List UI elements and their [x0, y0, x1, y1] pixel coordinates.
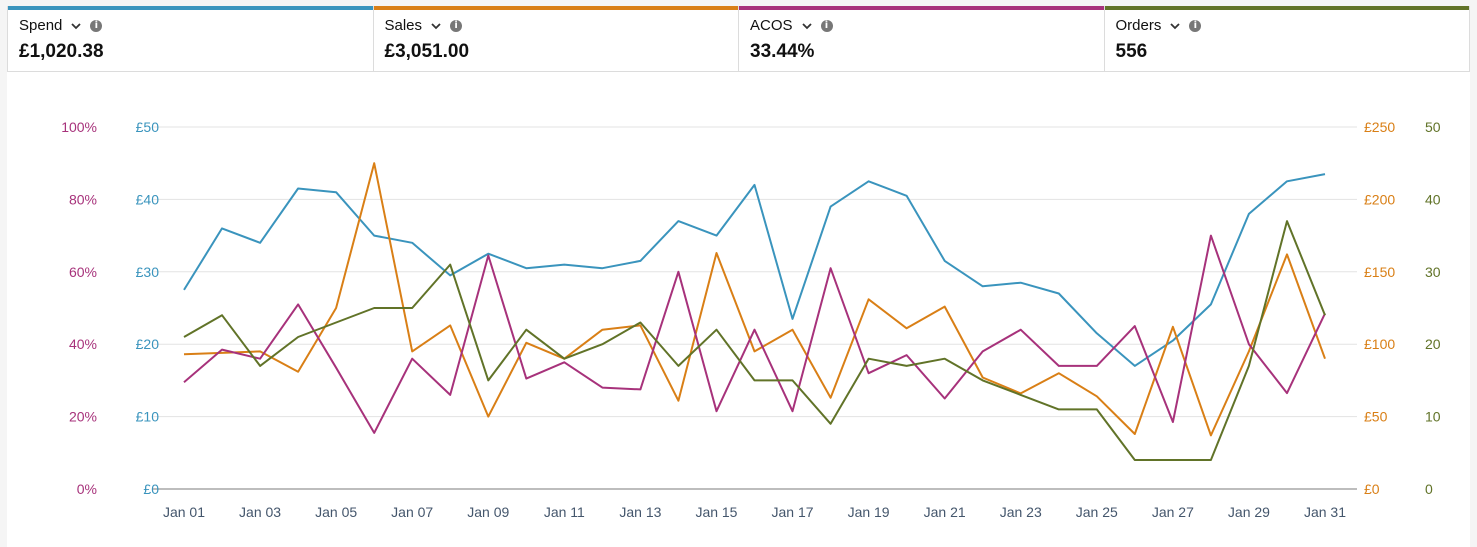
- y-tick-label-spend: £40: [136, 191, 160, 207]
- series-line-sales: [183, 162, 1326, 437]
- y-tick-label-orders: 40: [1425, 191, 1441, 207]
- x-tick-label: Jan 13: [619, 504, 661, 520]
- line-chart: 0% 20% 40% 60% 80% 100% £0 £10 £20 £30 £40 £50 £0 £50…: [61, 119, 1441, 520]
- y-tick-label-acos: 40%: [69, 336, 97, 352]
- y-tick-label-orders: 0: [1425, 481, 1433, 497]
- x-tick-label: Jan 15: [695, 504, 737, 520]
- metric-tile-orders[interactable]: Orders i 556: [1103, 6, 1470, 72]
- metric-color-bar: [1104, 6, 1469, 10]
- metric-name: Sales: [384, 17, 423, 34]
- y-tick-label-orders: 30: [1425, 264, 1441, 280]
- y-tick-label-spend: £10: [136, 409, 160, 425]
- y-tick-label-acos: 0%: [77, 481, 97, 497]
- y-tick-label-spend: £30: [136, 264, 160, 280]
- metric-name: Spend: [19, 17, 63, 34]
- y-tick-label-spend: £0: [143, 481, 159, 497]
- metric-color-bar: [8, 6, 373, 10]
- chevron-down-icon[interactable]: [1169, 20, 1181, 32]
- y-tick-label-acos: 20%: [69, 409, 97, 425]
- metric-color-bar: [373, 6, 738, 10]
- x-tick-label: Jan 19: [848, 504, 890, 520]
- x-tick-label: Jan 29: [1228, 504, 1270, 520]
- metric-tiles: Spend i £1,020.38 Sales i £3,051.00 ACOS…: [7, 6, 1470, 72]
- metric-name: Orders: [1115, 17, 1162, 34]
- x-tick-label: Jan 11: [544, 504, 585, 520]
- chevron-down-icon[interactable]: [70, 20, 82, 32]
- info-icon[interactable]: i: [90, 19, 103, 32]
- y-tick-label-acos: 80%: [69, 191, 97, 207]
- y-tick-label-orders: 50: [1425, 119, 1441, 135]
- y-tick-label-sales: £50: [1364, 409, 1388, 425]
- y-tick-label-sales: £200: [1364, 191, 1395, 207]
- series-line-acos: [183, 234, 1326, 434]
- x-tick-label: Jan 05: [315, 504, 357, 520]
- y-tick-label-orders: 20: [1425, 336, 1441, 352]
- metric-value: 556: [1115, 41, 1148, 62]
- y-tick-label-sales: £0: [1364, 481, 1380, 497]
- y-tick-label-acos: 100%: [61, 119, 97, 135]
- series-line-orders: [183, 220, 1326, 461]
- x-tick-label: Jan 07: [391, 504, 433, 520]
- metric-tile-acos[interactable]: ACOS i 33.44%: [738, 6, 1104, 72]
- x-tick-label: Jan 21: [924, 504, 966, 520]
- metric-value: 33.44%: [750, 41, 815, 62]
- x-tick-label: Jan 27: [1152, 504, 1194, 520]
- y-tick-label-sales: £100: [1364, 336, 1395, 352]
- series-line-spend: [183, 173, 1326, 367]
- info-icon[interactable]: i: [450, 19, 463, 32]
- y-tick-label-sales: £250: [1364, 119, 1395, 135]
- metric-color-bar: [739, 6, 1104, 10]
- x-tick-label: Jan 23: [1000, 504, 1042, 520]
- metric-name: ACOS: [750, 17, 793, 34]
- y-tick-label-acos: 60%: [69, 264, 97, 280]
- x-tick-label: Jan 03: [239, 504, 281, 520]
- x-tick-label: Jan 31: [1304, 504, 1346, 520]
- y-tick-label-orders: 10: [1425, 409, 1441, 425]
- metric-tile-spend[interactable]: Spend i £1,020.38: [7, 6, 373, 72]
- x-tick-label: Jan 25: [1076, 504, 1118, 520]
- y-tick-label-spend: £20: [136, 336, 160, 352]
- chevron-down-icon[interactable]: [430, 20, 442, 32]
- x-tick-label: Jan 09: [467, 504, 509, 520]
- y-tick-label-spend: £50: [136, 119, 160, 135]
- x-tick-label: Jan 17: [772, 504, 814, 520]
- info-icon[interactable]: i: [1189, 19, 1202, 32]
- metric-tile-sales[interactable]: Sales i £3,051.00: [372, 6, 738, 72]
- chart-panel: 0% 20% 40% 60% 80% 100% £0 £10 £20 £30 £40 £50 £0 £50…: [7, 72, 1470, 547]
- metric-value: £3,051.00: [384, 41, 470, 62]
- info-icon[interactable]: i: [820, 19, 833, 32]
- x-tick-label: Jan 01: [163, 504, 205, 520]
- chevron-down-icon[interactable]: [801, 20, 813, 32]
- metric-value: £1,020.38: [19, 41, 104, 62]
- y-tick-label-sales: £150: [1364, 264, 1395, 280]
